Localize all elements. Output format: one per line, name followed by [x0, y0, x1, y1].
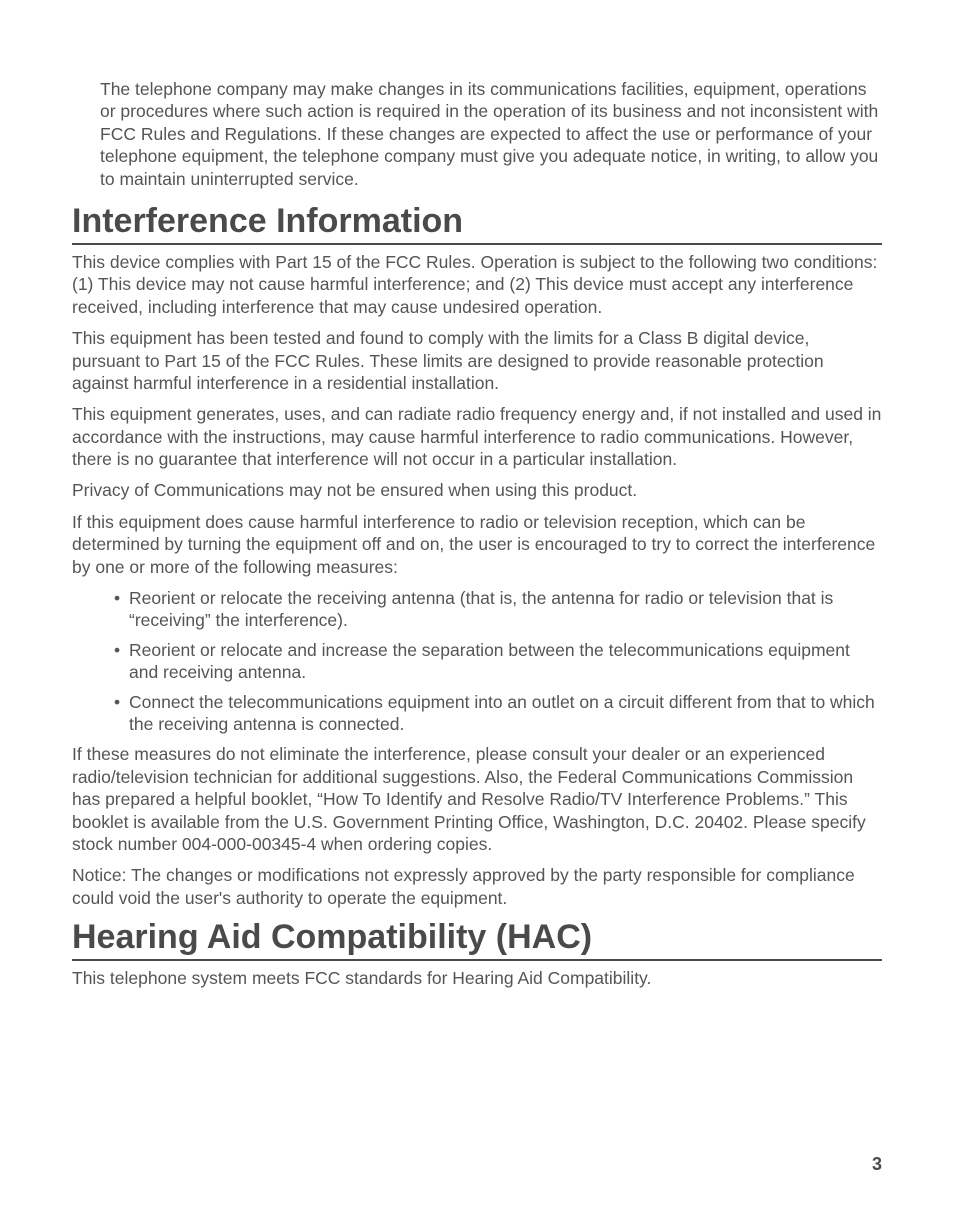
bullet-item: Reorient or relocate and increase the se… [114, 639, 882, 684]
intro-paragraph: The telephone company may make changes i… [100, 78, 882, 190]
interference-bullet-list: Reorient or relocate the receiving anten… [114, 587, 882, 735]
hac-p1: This telephone system meets FCC standard… [72, 967, 882, 989]
interference-p4: Privacy of Communications may not be ens… [72, 479, 882, 501]
interference-p7: Notice: The changes or modifications not… [72, 864, 882, 909]
hac-heading: Hearing Aid Compatibility (HAC) [72, 918, 882, 961]
interference-p3: This equipment generates, uses, and can … [72, 403, 882, 470]
interference-heading: Interference Information [72, 202, 882, 245]
bullet-item: Reorient or relocate the receiving anten… [114, 587, 882, 632]
interference-p2: This equipment has been tested and found… [72, 327, 882, 394]
interference-p6: If these measures do not eliminate the i… [72, 743, 882, 855]
interference-p1: This device complies with Part 15 of the… [72, 251, 882, 318]
page-number: 3 [872, 1154, 882, 1175]
bullet-item: Connect the telecommunications equipment… [114, 691, 882, 736]
interference-p5: If this equipment does cause harmful int… [72, 511, 882, 578]
